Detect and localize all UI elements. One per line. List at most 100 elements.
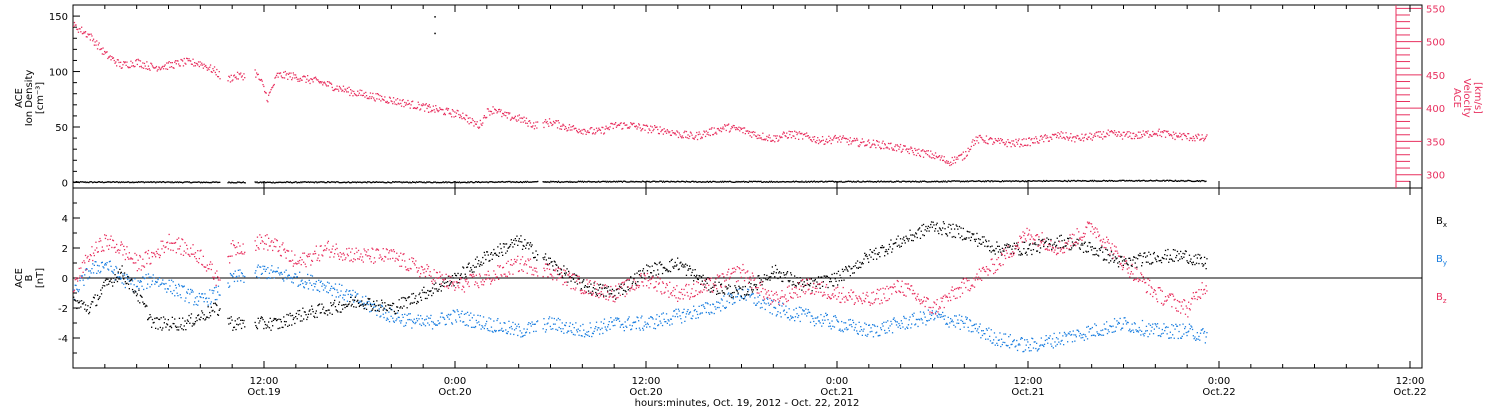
by-series-point xyxy=(334,288,336,291)
by-series-point xyxy=(696,310,698,313)
by-series-point xyxy=(935,310,937,312)
bx-series-point xyxy=(838,280,840,282)
bx-series-point xyxy=(802,283,804,285)
density-series-point xyxy=(467,181,469,183)
by-series-point xyxy=(236,275,238,278)
by-series-point xyxy=(566,332,568,334)
density-series-point xyxy=(655,181,657,183)
by-series-point xyxy=(430,314,432,317)
density-series-point xyxy=(1073,179,1075,182)
bx-series-point xyxy=(564,274,567,276)
density-series-point xyxy=(339,182,341,184)
bx-series-point xyxy=(116,276,118,279)
by-series-point xyxy=(212,292,214,294)
velocity-series-point xyxy=(720,130,723,133)
density-series-point xyxy=(802,181,804,183)
by-series xyxy=(73,260,1208,353)
density-series-point xyxy=(177,181,179,183)
bx-series-point xyxy=(139,294,142,296)
velocity-series-point xyxy=(477,126,479,128)
by-series-point xyxy=(295,276,298,278)
velocity-series-point xyxy=(617,124,619,126)
velocity-series-point xyxy=(1015,138,1017,141)
velocity-series-point xyxy=(967,147,969,149)
by-series-point xyxy=(1019,344,1021,346)
velocity-series-point xyxy=(442,109,444,111)
by-series-point xyxy=(632,322,634,324)
velocity-series-point xyxy=(1041,138,1043,140)
by-series-point xyxy=(395,319,397,322)
by-series-point xyxy=(486,320,488,323)
velocity-series-point xyxy=(843,137,845,139)
density-series-point xyxy=(325,182,327,184)
velocity-series-point xyxy=(104,52,107,54)
velocity-series-point xyxy=(375,93,377,95)
density-series-point xyxy=(131,181,133,184)
velocity-series-point xyxy=(1004,143,1007,145)
density-series-point xyxy=(760,180,762,182)
velocity-series-point xyxy=(394,103,396,105)
velocity-series-point xyxy=(309,82,311,85)
density-series-point xyxy=(808,180,810,183)
velocity-series-point xyxy=(1200,138,1202,140)
by-series-point xyxy=(945,323,947,325)
bx-series-point xyxy=(428,290,430,292)
bx-series-point xyxy=(806,279,809,281)
density-series-point xyxy=(73,181,75,183)
density-series-point xyxy=(1127,180,1129,182)
bx-series-point xyxy=(212,309,214,312)
bx-series-point xyxy=(758,275,760,277)
by-series-point xyxy=(1160,335,1162,338)
bx-series-point xyxy=(789,280,791,282)
density-series-point xyxy=(158,181,161,183)
by-series-point xyxy=(809,311,811,314)
density-series-point xyxy=(579,180,582,182)
velocity-series-point xyxy=(439,108,442,110)
density-series-point xyxy=(574,181,576,183)
bx-series-point xyxy=(310,313,312,315)
by-series-point xyxy=(873,324,875,326)
velocity-series-point xyxy=(1066,136,1068,138)
bx-series-point xyxy=(347,304,349,306)
velocity-series-point xyxy=(419,109,421,111)
by-series-point xyxy=(373,303,376,305)
density-series-point xyxy=(544,181,546,183)
density-series-point xyxy=(280,181,282,183)
velocity-series-point xyxy=(820,140,822,142)
bx-series-point xyxy=(371,309,373,311)
by-series-point xyxy=(99,272,101,274)
by-series-point xyxy=(265,268,267,270)
velocity-series-point xyxy=(949,164,951,167)
density-series-point xyxy=(186,181,188,183)
density-series-point xyxy=(1134,180,1136,182)
velocity-series-point xyxy=(297,80,299,82)
bx-series-point xyxy=(389,304,391,306)
density-series-point xyxy=(644,181,646,183)
bx-series-point xyxy=(725,286,727,288)
bx-series-point xyxy=(152,322,154,324)
density-series-point xyxy=(164,181,166,184)
velocity-series-point xyxy=(1084,134,1086,136)
velocity-series-point xyxy=(703,130,705,132)
bx-series-point xyxy=(217,314,220,316)
density-series-point xyxy=(569,180,571,183)
by-series-point xyxy=(482,316,485,318)
bx-series-point xyxy=(232,329,234,331)
density-series-point xyxy=(1109,180,1112,182)
density-series-point xyxy=(929,181,931,183)
by-series-point xyxy=(907,327,909,329)
velocity-series-point xyxy=(1004,144,1006,146)
by-series-point xyxy=(710,311,712,313)
velocity-series-point xyxy=(1152,130,1154,133)
by-series-point xyxy=(1171,324,1173,326)
density-series-point xyxy=(341,181,343,184)
by-series-point xyxy=(98,265,100,267)
velocity-series-point xyxy=(275,76,277,78)
velocity-series-point xyxy=(308,79,310,81)
by-series-point xyxy=(498,329,501,332)
velocity-series-point xyxy=(1050,136,1052,139)
velocity-series-point xyxy=(212,68,214,70)
velocity-series-point xyxy=(108,56,111,58)
by-series-point xyxy=(733,302,735,304)
bx-series-point xyxy=(316,316,318,318)
